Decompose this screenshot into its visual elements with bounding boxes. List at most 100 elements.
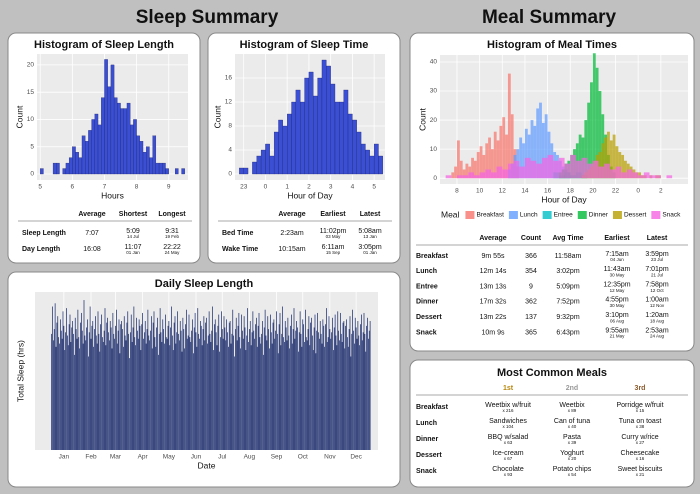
bar <box>84 335 86 450</box>
x-tick-label: Feb <box>85 454 97 461</box>
bar <box>247 308 248 450</box>
bar <box>317 312 318 450</box>
bar <box>281 333 283 450</box>
histogram-bar <box>339 101 344 175</box>
y-tick-label: 30 <box>430 88 438 95</box>
cell-note: 21 Jul <box>651 272 663 277</box>
legend-label: Snack <box>662 212 681 219</box>
x-tick-label: 3 <box>329 184 333 191</box>
cell-note: x 27 <box>636 440 645 445</box>
bar <box>206 317 207 450</box>
bar <box>123 346 124 450</box>
y-tick-label: 10 <box>430 146 438 153</box>
bar <box>78 337 80 450</box>
bar <box>126 322 128 450</box>
bar <box>321 343 323 450</box>
bar <box>113 333 115 450</box>
column-header: Longest <box>158 211 186 218</box>
bar <box>285 327 287 450</box>
column-header: Earliest <box>604 235 630 242</box>
bar <box>203 316 205 450</box>
bar <box>337 311 339 450</box>
cell: Sandwiches <box>489 418 527 425</box>
histogram-bar <box>612 134 616 179</box>
histogram-bar <box>513 160 520 179</box>
bar <box>235 317 237 450</box>
bar <box>293 308 295 450</box>
cell: 9:32pm <box>556 314 580 321</box>
bar <box>89 306 91 450</box>
bar <box>181 351 183 450</box>
bar <box>270 332 272 450</box>
bar <box>222 338 224 450</box>
bar <box>120 324 122 450</box>
bar <box>137 330 138 450</box>
bar <box>176 332 178 450</box>
cell-note: 30 May <box>610 303 626 308</box>
bar <box>272 322 274 450</box>
histogram-bar <box>638 175 644 179</box>
histogram-bar <box>352 119 357 175</box>
bar <box>127 311 129 450</box>
legend-label: Entree <box>554 212 574 219</box>
histogram-bar <box>468 172 474 179</box>
cell: 9:31 <box>165 228 179 235</box>
y-tick-label: 0 <box>433 175 437 182</box>
bar <box>99 351 101 450</box>
legend-swatch <box>612 211 622 219</box>
histogram-bar <box>519 137 523 179</box>
legend-title: Meal <box>441 209 460 219</box>
cell: 7:15am <box>605 251 629 258</box>
bar <box>79 348 80 450</box>
cell: 3:02pm <box>556 268 580 275</box>
histogram-bar <box>618 152 622 179</box>
bar <box>303 324 304 450</box>
bar <box>279 312 281 450</box>
bar <box>213 350 214 450</box>
row-label: Lunch <box>416 420 437 427</box>
histogram-bar <box>456 140 460 179</box>
histogram-bar <box>536 108 540 179</box>
bar <box>109 321 111 450</box>
bar <box>106 322 108 450</box>
x-tick-label: 20 <box>589 188 597 195</box>
bar <box>263 354 264 450</box>
cell: 13m 13s <box>480 283 507 290</box>
histogram-bar <box>524 128 528 179</box>
histogram-bar <box>373 143 379 175</box>
cell-note: 12 May <box>610 288 626 293</box>
histogram-bar <box>56 162 60 175</box>
bar <box>335 335 337 450</box>
x-tick-label: Apr <box>138 454 149 461</box>
bar <box>93 346 94 450</box>
bar <box>364 333 366 450</box>
bar <box>67 345 69 450</box>
cell-note: 04 Jun <box>610 257 624 262</box>
bar <box>160 332 162 450</box>
bar <box>191 330 192 450</box>
cell: Can of tuna <box>554 418 590 425</box>
bar <box>91 325 93 450</box>
bar <box>121 321 122 450</box>
bar <box>276 311 277 450</box>
histogram-bar <box>265 143 270 175</box>
histogram-bar <box>313 95 318 175</box>
bar <box>223 316 225 450</box>
histogram-bar <box>123 108 128 175</box>
histogram-bar <box>72 146 76 175</box>
bar <box>62 311 64 450</box>
table-title: Most Common Meals <box>497 367 607 379</box>
cell-note: 12 Nov <box>650 303 665 308</box>
bar <box>367 317 368 450</box>
histogram-bar <box>496 166 503 179</box>
histogram-bar <box>304 77 310 175</box>
histogram-bar <box>330 83 336 175</box>
bar <box>172 350 174 450</box>
bar <box>239 337 241 450</box>
bar <box>365 351 367 450</box>
histogram-bar <box>369 155 375 175</box>
bar <box>55 346 57 450</box>
bar <box>273 319 275 450</box>
